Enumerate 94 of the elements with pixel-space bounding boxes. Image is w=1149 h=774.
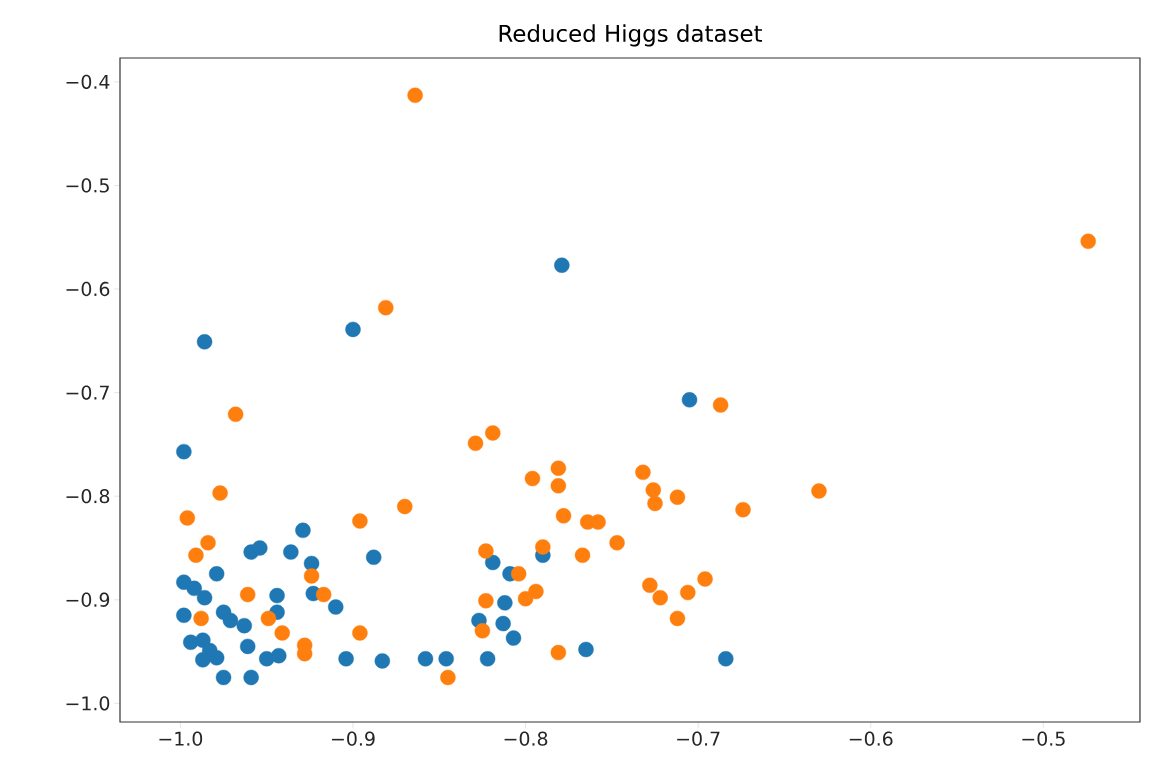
point — [550, 478, 567, 494]
point — [236, 617, 252, 634]
point — [186, 580, 202, 597]
point — [578, 641, 594, 658]
y-tick-label: −0.7 — [66, 385, 109, 400]
y-tick-label: −0.6 — [66, 281, 110, 297]
point — [652, 589, 668, 606]
point — [590, 514, 606, 530]
point — [635, 464, 651, 481]
point — [227, 406, 244, 423]
point — [338, 651, 354, 667]
point — [1080, 233, 1096, 250]
x-tick-label: −0.7 — [677, 731, 720, 746]
point — [645, 482, 661, 498]
point — [647, 495, 663, 512]
y-tick-label: −1.0 — [66, 696, 110, 711]
point — [505, 630, 522, 646]
point — [303, 568, 320, 584]
point — [208, 650, 225, 666]
point — [718, 651, 734, 667]
point — [554, 257, 570, 273]
point — [397, 498, 413, 515]
x-tick-label: −0.9 — [332, 731, 375, 746]
point — [712, 397, 729, 413]
point — [497, 595, 513, 611]
point — [188, 547, 204, 563]
point — [240, 586, 256, 603]
point — [378, 299, 394, 316]
point — [200, 535, 216, 551]
point — [681, 392, 698, 408]
point — [485, 554, 501, 571]
point — [510, 566, 527, 582]
point — [196, 589, 213, 606]
point — [609, 535, 625, 551]
point — [555, 508, 572, 524]
point — [478, 543, 494, 559]
point — [474, 623, 491, 639]
x-tick-label: −0.5 — [1022, 731, 1065, 746]
point — [366, 549, 382, 565]
y-tick-label: −0.8 — [66, 489, 110, 504]
y-tick-label: −0.4 — [66, 74, 110, 89]
point — [735, 501, 751, 518]
point — [222, 612, 239, 629]
x-tick-label: −0.6 — [849, 731, 893, 746]
point — [642, 577, 658, 593]
point — [669, 489, 686, 505]
point — [243, 669, 259, 686]
point — [407, 87, 423, 103]
point — [535, 539, 551, 555]
point — [374, 653, 391, 669]
point — [478, 593, 494, 609]
point — [212, 485, 228, 501]
y-tick-label: −0.9 — [66, 592, 110, 607]
point — [352, 513, 368, 529]
point — [179, 510, 196, 526]
point — [176, 443, 192, 460]
point — [208, 566, 225, 582]
point — [550, 644, 567, 661]
point — [550, 460, 567, 476]
point — [196, 334, 213, 350]
x-tick-label: −1.0 — [159, 731, 203, 746]
point — [295, 522, 311, 539]
point — [328, 599, 344, 615]
point — [417, 651, 434, 667]
point — [315, 586, 332, 603]
point — [517, 591, 534, 607]
point — [495, 615, 511, 632]
point — [574, 547, 591, 563]
point — [345, 321, 361, 338]
point — [195, 652, 211, 668]
point — [176, 607, 192, 623]
point — [271, 648, 287, 664]
point — [467, 435, 484, 452]
point — [811, 483, 827, 499]
point — [697, 571, 713, 587]
point — [479, 651, 496, 667]
point — [240, 638, 256, 655]
point — [669, 610, 686, 627]
point — [252, 540, 268, 556]
point — [260, 610, 277, 627]
x-tick-label: −0.8 — [504, 731, 548, 746]
point — [485, 425, 501, 441]
point — [283, 544, 299, 560]
chart-title: Reduced Higgs dataset — [499, 24, 763, 47]
point — [352, 625, 368, 641]
y-tick-label: −0.5 — [66, 178, 109, 193]
point — [215, 669, 232, 686]
point — [680, 584, 696, 601]
point — [274, 625, 290, 641]
point — [193, 610, 209, 627]
point — [438, 651, 454, 667]
point — [269, 587, 285, 604]
point — [440, 669, 456, 686]
point — [524, 470, 541, 487]
